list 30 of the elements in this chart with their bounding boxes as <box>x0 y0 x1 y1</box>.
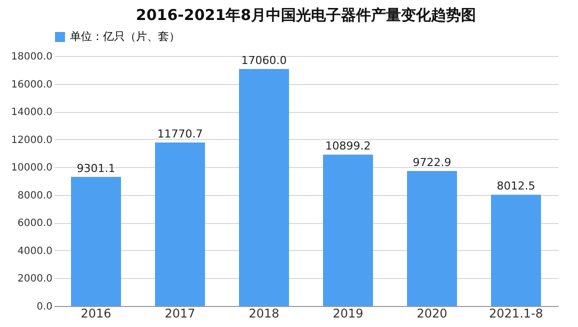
x-tick-label: 2017 <box>164 306 196 320</box>
bar <box>239 69 289 306</box>
y-tick-label: 2000.0 <box>18 274 52 285</box>
legend-label: 单位：亿只（片、套） <box>70 30 180 43</box>
bar <box>407 170 457 306</box>
bar <box>491 194 541 306</box>
bar <box>155 142 205 306</box>
y-tick-label: 10000.0 <box>11 162 52 174</box>
data-label: 10899.2 <box>325 140 371 153</box>
x-tick-label: 2021.1-8 <box>489 306 543 320</box>
y-tick-label: 12000.0 <box>11 134 52 146</box>
y-tick-label: 4000.0 <box>18 246 52 257</box>
bar <box>323 154 373 306</box>
chart-title: 2016-2021年8月中国光电子器件产量变化趋势图 <box>136 6 476 24</box>
y-tick-label: 16000.0 <box>11 79 52 90</box>
bar <box>71 176 121 306</box>
y-tick-label: 0.0 <box>36 302 52 312</box>
x-tick-label: 2020 <box>416 306 448 320</box>
data-label: 11770.7 <box>157 128 203 141</box>
x-tick-label: 2018 <box>248 306 280 320</box>
y-tick-label: 6000.0 <box>18 218 52 230</box>
data-label: 17060.0 <box>241 54 287 68</box>
y-tick-label: 18000.0 <box>11 52 52 62</box>
data-label: 9301.1 <box>76 162 116 175</box>
data-label: 9722.9 <box>412 156 452 169</box>
x-tick-label: 2016 <box>80 306 112 320</box>
x-tick-label: 2019 <box>332 306 364 320</box>
data-label: 8012.5 <box>496 180 536 193</box>
y-tick-label: 8000.0 <box>18 190 52 202</box>
y-tick-label: 14000.0 <box>11 107 52 118</box>
